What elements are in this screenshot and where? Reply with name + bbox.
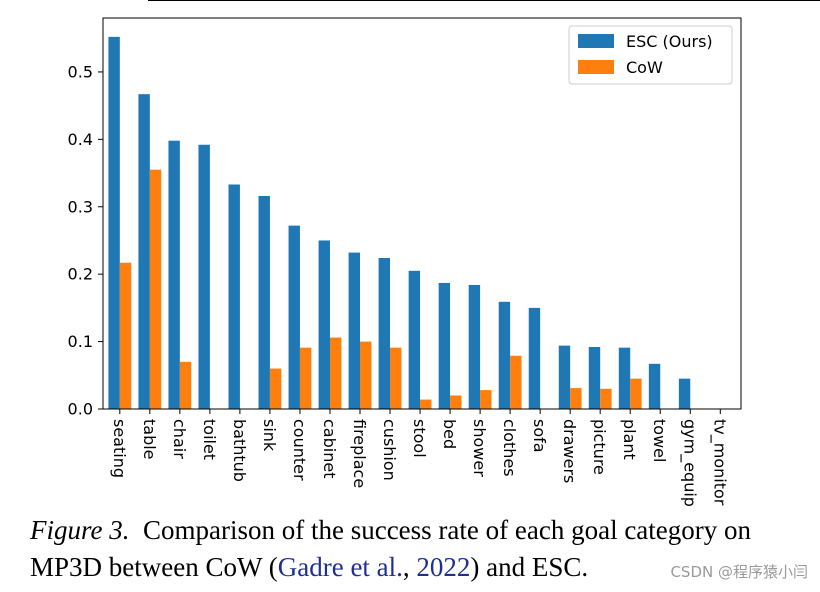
bar-sink-cow xyxy=(269,368,282,409)
bar-picture-cow xyxy=(600,388,612,409)
plot-frame xyxy=(102,17,742,410)
bar-counter-esc xyxy=(288,225,300,409)
x-tick-label-picture: picture xyxy=(590,419,609,475)
bar-clothes-esc xyxy=(498,301,511,409)
bar-stool-esc xyxy=(408,270,421,409)
bar-bed-cow xyxy=(450,395,462,409)
bar-sink-esc xyxy=(258,195,270,409)
series-esc-ours-bars xyxy=(108,36,691,410)
bar-chair-esc xyxy=(168,140,180,409)
bar-fireplace-cow xyxy=(360,341,372,409)
x-tick-label-fireplace: fireplace xyxy=(350,419,369,488)
bar-toilet-esc xyxy=(198,144,210,410)
x-tick-label-chair: chair xyxy=(170,419,189,459)
citation-author-link[interactable]: Gadre et al. xyxy=(277,552,403,582)
bar-gym_equip-esc xyxy=(678,378,691,409)
bar-table-cow xyxy=(149,169,162,409)
caption-text-2: ) and ESC. xyxy=(470,552,589,582)
bar-drawers-cow xyxy=(570,388,582,409)
bar-cabinet-esc xyxy=(318,240,330,409)
x-tick-label-sink: sink xyxy=(260,419,279,452)
x-tick-label-seating: seating xyxy=(110,419,129,478)
bar-stool-cow xyxy=(420,399,432,409)
y-tick-label-0.3: 0.3 xyxy=(68,197,93,216)
x-tick-label-clothes: clothes xyxy=(500,419,519,477)
x-tick-label-sofa: sofa xyxy=(530,419,549,453)
bar-chart: 0.0 0.1 0.2 0.3 0.4 0.5 seating table chair toile… xyxy=(68,17,742,507)
y-tick-label-0.4: 0.4 xyxy=(68,130,93,149)
figure-caption: Figure 3. Comparison of the success rate… xyxy=(30,512,820,586)
bar-cushion-esc xyxy=(378,257,391,409)
bar-bed-esc xyxy=(438,282,451,409)
bar-shower-cow xyxy=(480,390,492,409)
x-tick-label-shower: shower xyxy=(470,419,489,477)
bar-bathtub-esc xyxy=(228,184,240,409)
y-tick-label-0.5: 0.5 xyxy=(68,62,93,81)
bar-cushion-cow xyxy=(390,347,402,409)
y-tick-label-0.0: 0.0 xyxy=(68,400,93,419)
bar-picture-esc xyxy=(588,346,601,409)
figure-label: Figure 3. xyxy=(30,515,130,545)
x-tick-label-gym_equip: gym_equip xyxy=(679,419,699,507)
legend-label-cow: CoW xyxy=(626,58,663,77)
x-tick-label-counter: counter xyxy=(290,419,309,481)
bar-seating-cow xyxy=(119,262,132,409)
x-tick-label-tv_monitor: tv_monitor xyxy=(709,419,729,506)
legend-swatch-cow xyxy=(578,60,614,74)
x-tick-label-cabinet: cabinet xyxy=(320,419,339,478)
bar-clothes-cow xyxy=(510,355,522,409)
x-tick-label-cushion: cushion xyxy=(380,419,399,481)
citation-year-link[interactable]: 2022 xyxy=(416,552,471,582)
bar-plant-cow xyxy=(630,378,642,409)
bar-seating-esc xyxy=(108,36,120,409)
watermark: CSDN @程序猿小闫 xyxy=(670,563,808,581)
legend-swatch-esc xyxy=(578,34,614,48)
bar-chair-cow xyxy=(179,361,192,409)
x-tick-label-plant: plant xyxy=(620,419,639,460)
citation-separator: , xyxy=(402,552,417,582)
bar-sofa-esc xyxy=(528,307,541,409)
bar-counter-cow xyxy=(299,347,312,409)
bar-cabinet-cow xyxy=(329,337,342,409)
caption-text-1: Comparison of the success rate of each g… xyxy=(30,515,752,582)
x-tick-label-bathtub: bathtub xyxy=(230,419,249,482)
bar-shower-esc xyxy=(468,284,481,409)
bar-plant-esc xyxy=(618,347,631,409)
y-tick-label-0.2: 0.2 xyxy=(68,265,93,284)
series-cow-bars xyxy=(119,169,642,409)
bar-fireplace-esc xyxy=(348,252,360,409)
bar-table-esc xyxy=(138,94,150,410)
x-tick-label-towel: towel xyxy=(650,419,669,462)
x-tick-label-table: table xyxy=(140,419,159,460)
x-tick-label-toilet: toilet xyxy=(200,419,219,460)
x-tick-label-bed: bed xyxy=(440,419,459,449)
top-rule xyxy=(148,0,820,1)
bar-drawers-esc xyxy=(558,345,571,409)
bar-towel-esc xyxy=(648,363,661,409)
legend-label-esc: ESC (Ours) xyxy=(626,32,713,51)
x-tick-label-drawers: drawers xyxy=(560,419,579,483)
legend: ESC (Ours) CoW xyxy=(568,25,733,85)
y-tick-label-0.1: 0.1 xyxy=(68,332,93,351)
x-tick-label-stool: stool xyxy=(410,419,429,458)
